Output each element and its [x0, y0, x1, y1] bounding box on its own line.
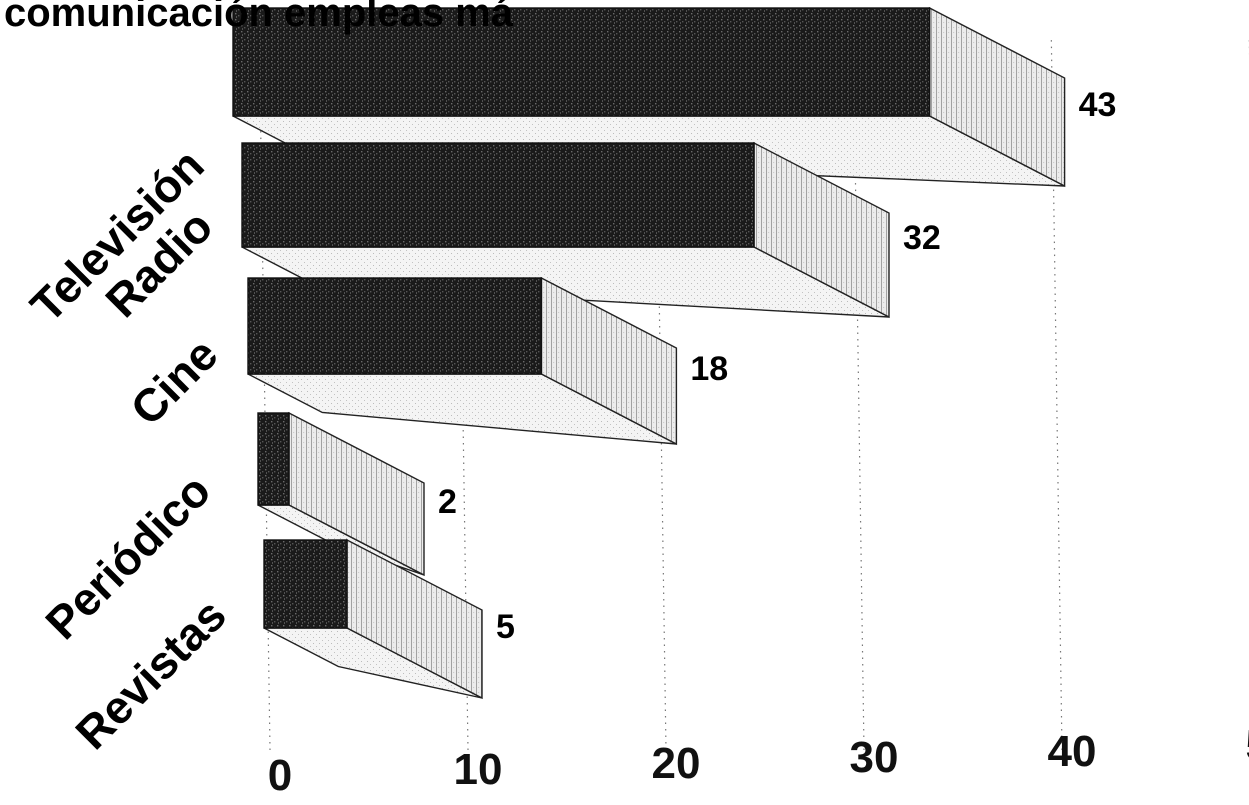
x-tick-label: 20 — [652, 739, 701, 788]
x-tick-label: 30 — [850, 733, 899, 782]
value-label: 5 — [496, 608, 515, 646]
x-tick-label: 10 — [454, 745, 503, 794]
category-label: Cine — [120, 328, 227, 435]
bar — [247, 277, 543, 375]
bar — [263, 539, 348, 629]
value-label: 18 — [690, 350, 728, 388]
value-label: 2 — [438, 483, 457, 521]
bars — [232, 6, 1066, 700]
bar — [241, 142, 755, 248]
bar — [257, 412, 290, 506]
x-tick-label: 50 — [1246, 721, 1249, 770]
x-tick-label: 40 — [1048, 727, 1097, 776]
bar — [232, 7, 931, 117]
chart-title: comunicación empleas má — [4, 0, 514, 35]
x-tick-label: 0 — [268, 751, 292, 800]
value-label: 32 — [903, 219, 941, 257]
value-label: 43 — [1079, 86, 1117, 124]
